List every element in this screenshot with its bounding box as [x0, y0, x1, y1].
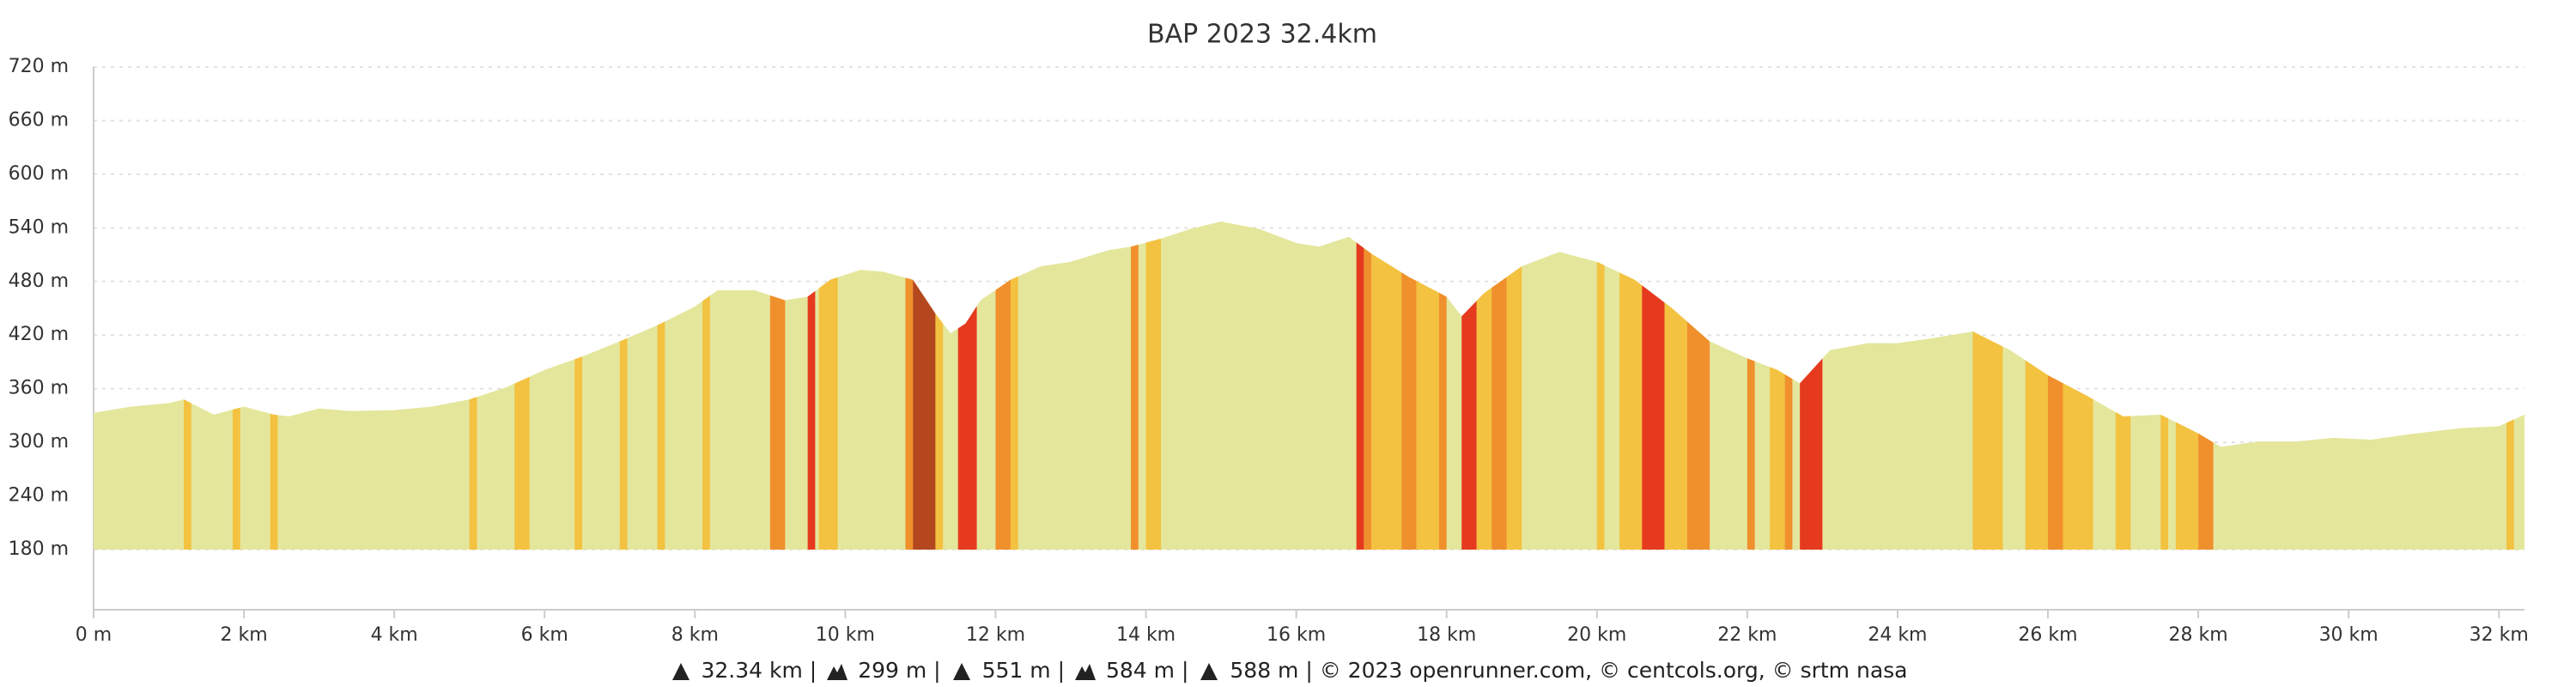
slope-band	[769, 222, 786, 550]
slope-band	[2160, 222, 2169, 550]
slope-band	[1770, 222, 1785, 550]
y-tick-label: 660 m	[9, 109, 69, 131]
stat-text: 588 m | © 2023 openrunner.com, © centcol…	[1230, 658, 1908, 683]
stat-icon	[1200, 662, 1218, 680]
slope-band	[469, 222, 477, 550]
y-tick-label: 180 m	[9, 538, 69, 560]
slope-band	[1619, 222, 1643, 550]
slope-band	[2115, 222, 2131, 550]
chart-title: BAP 2023 32.4km	[1147, 20, 1377, 50]
slope-band	[1461, 222, 1477, 550]
slope-band	[1642, 222, 1665, 550]
slope-band	[957, 222, 977, 550]
x-tick-label: 20 km	[1567, 624, 1626, 646]
x-tick-label: 30 km	[2319, 624, 2379, 646]
stat-icon	[1075, 663, 1096, 680]
stat-text: 299 m |	[858, 658, 941, 683]
stat-text: 551 m |	[981, 658, 1065, 683]
slope-band	[807, 222, 816, 550]
slope-band	[935, 222, 944, 550]
slope-band	[818, 222, 838, 550]
x-tick-label: 8 km	[671, 624, 719, 646]
slope-band	[232, 222, 240, 550]
slope-band	[2198, 222, 2214, 550]
slope-band	[574, 222, 583, 550]
x-tick-label: 32 km	[2470, 624, 2529, 646]
slope-band	[2506, 222, 2514, 550]
slope-band	[514, 222, 530, 550]
stat-icon	[952, 662, 970, 680]
slope-band	[1972, 222, 2003, 550]
slope-band	[913, 222, 936, 550]
icon-shape	[1200, 662, 1218, 680]
slope-band	[619, 222, 628, 550]
slope-band	[1416, 222, 1439, 550]
slope-band	[1356, 222, 1364, 550]
y-tick-label: 720 m	[9, 56, 69, 77]
x-tick-label: 12 km	[966, 624, 1025, 646]
slope-band	[995, 222, 1011, 550]
x-tick-label: 28 km	[2168, 624, 2227, 646]
x-tick-label: 2 km	[220, 624, 267, 646]
slope-band	[1492, 222, 1507, 550]
y-tick-label: 600 m	[9, 163, 69, 185]
x-tick-label: 4 km	[371, 624, 418, 646]
stat-icon	[671, 662, 690, 680]
y-tick-label: 480 m	[9, 271, 69, 292]
slope-band	[1784, 222, 1793, 550]
slope-band	[2025, 222, 2049, 550]
slope-band	[1476, 222, 1492, 550]
icon-shape	[827, 663, 848, 680]
slope-band	[184, 222, 191, 550]
y-tick-label: 420 m	[9, 324, 69, 345]
slope-band	[1596, 222, 1605, 550]
slope-band	[1010, 222, 1018, 550]
slope-band	[1131, 222, 1139, 550]
stat-text: 584 m |	[1106, 658, 1189, 683]
x-tick-label: 6 km	[521, 624, 568, 646]
x-tick-label: 14 km	[1116, 624, 1176, 646]
icon-shape	[952, 662, 970, 680]
footer: 32.34 km | 299 m | 551 m | 584 m | 588 m | ©…	[0, 658, 2576, 683]
slope-band	[2048, 222, 2063, 550]
stat-icon	[827, 663, 848, 680]
x-tick-label: 16 km	[1267, 624, 1326, 646]
stat-text: 32.34 km |	[701, 658, 817, 683]
x-tick-label: 18 km	[1417, 624, 1476, 646]
slope-band	[1371, 222, 1402, 550]
x-tick-label: 22 km	[1717, 624, 1777, 646]
chart: BAP 2023 32.4km 180 m 240 m 300 m 360 m 420 …	[9, 20, 2529, 647]
slope-band	[1364, 222, 1372, 550]
y-tick-label: 360 m	[9, 378, 69, 399]
icon-shape	[671, 662, 690, 680]
slope-band	[1506, 222, 1522, 550]
slope-band	[657, 222, 665, 550]
y-tick-label: 300 m	[9, 431, 69, 453]
slope-band	[1686, 222, 1710, 550]
y-tick-label: 240 m	[9, 485, 69, 507]
slope-band	[1800, 222, 1823, 550]
x-tick-label: 26 km	[2018, 624, 2077, 646]
slope-band	[702, 222, 710, 550]
slope-band	[1664, 222, 1687, 550]
x-tick-label: 10 km	[816, 624, 875, 646]
y-tick-label: 540 m	[9, 216, 69, 238]
slope-band	[905, 222, 914, 550]
x-tick-label: 24 km	[1868, 624, 1927, 646]
elevation-area	[94, 222, 2524, 550]
icon-shape	[1075, 663, 1096, 680]
slope-band	[1747, 222, 1755, 550]
slope-band	[2063, 222, 2093, 550]
slope-band	[1145, 222, 1162, 550]
slope-band	[270, 222, 278, 550]
slope-band	[2175, 222, 2199, 550]
slope-band	[1401, 222, 1417, 550]
x-tick-label: 0 m	[76, 624, 112, 646]
slope-band	[1438, 222, 1447, 550]
